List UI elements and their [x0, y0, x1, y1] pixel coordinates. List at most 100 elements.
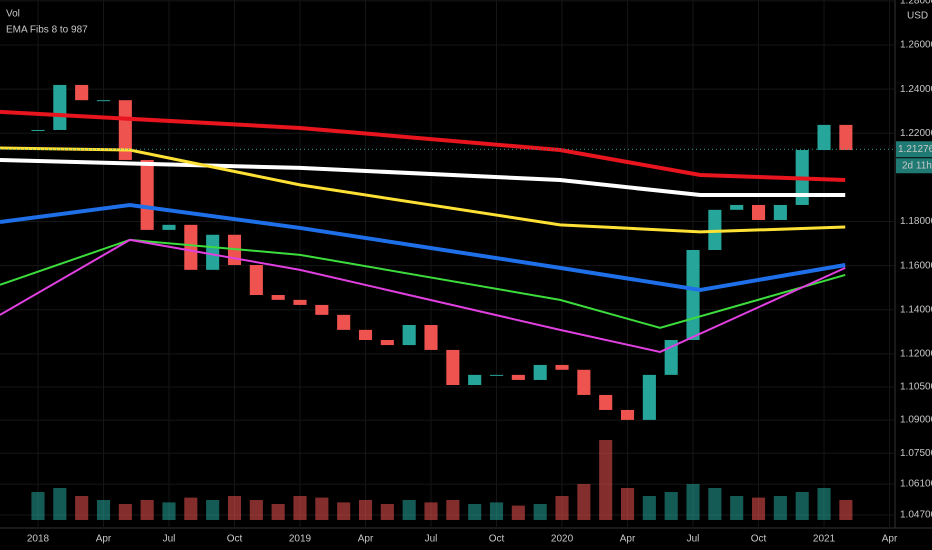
- candle: [293, 299, 307, 305]
- candle: [206, 234, 220, 270]
- candle: [75, 84, 89, 101]
- last-price: 1.21276: [898, 144, 932, 155]
- volume-bar: [686, 484, 700, 520]
- y-tick-label: 1.18000: [900, 216, 932, 227]
- y-tick-label: 1.10500: [900, 382, 932, 393]
- volume-bar: [489, 502, 504, 520]
- volume-bar: [96, 500, 111, 520]
- volume-bar: [468, 504, 482, 520]
- volume-bar: [708, 488, 722, 520]
- candle: [140, 159, 154, 230]
- x-tick-label: Oct: [751, 534, 767, 545]
- x-tick-label: Apr: [358, 534, 374, 545]
- volume-bar: [271, 504, 285, 520]
- x-tick-label: 2021: [813, 534, 836, 545]
- volume-bar: [402, 500, 416, 520]
- x-tick-label: Jul: [163, 534, 176, 545]
- candle: [184, 224, 198, 270]
- x-tick-label: Jul: [687, 534, 700, 545]
- candle: [839, 124, 853, 151]
- candle: [271, 295, 285, 300]
- candle: [686, 249, 700, 341]
- x-tick-label: Apr: [882, 534, 898, 545]
- candle: [118, 100, 132, 160]
- candle: [315, 304, 329, 315]
- y-tick-label: 1.09000: [900, 415, 932, 426]
- candle: [489, 374, 504, 376]
- volume-bar: [118, 504, 132, 520]
- volume-bar: [315, 497, 329, 520]
- volume-bar: [206, 500, 220, 520]
- y-tick-label: 1.07500: [900, 448, 932, 459]
- volume-bar: [795, 492, 809, 520]
- x-tick-label: 2018: [27, 534, 50, 545]
- candle: [533, 364, 547, 380]
- volume-bar: [380, 504, 394, 520]
- candle: [402, 325, 416, 346]
- candle: [249, 264, 263, 296]
- candle: [468, 374, 482, 386]
- candle: [380, 340, 394, 346]
- volume-bar: [533, 504, 547, 520]
- candle: [555, 364, 569, 370]
- x-tick-label: 2019: [289, 534, 312, 545]
- volume-bar: [773, 496, 787, 520]
- volume-bar: [227, 496, 242, 520]
- indicator-label: EMA Fibs 8 to 987: [6, 25, 88, 36]
- volume-bar: [555, 496, 569, 520]
- candle: [577, 369, 591, 395]
- volume-bar: [577, 484, 591, 520]
- candle: [620, 409, 635, 420]
- candle: [817, 124, 831, 151]
- volume-bar: [293, 496, 307, 520]
- x-tick-label: Oct: [489, 534, 505, 545]
- candle: [96, 100, 111, 102]
- x-tick-label: Jul: [425, 534, 438, 545]
- volume-bar: [511, 505, 525, 520]
- candle: [53, 84, 67, 130]
- candle: [424, 325, 438, 350]
- volume-bar: [642, 496, 656, 520]
- volume-label: Vol: [6, 9, 20, 20]
- x-tick-label: 2020: [551, 534, 574, 545]
- y-tick-label: 1.16000: [900, 260, 932, 271]
- volume-bar: [817, 488, 831, 520]
- volume-bar: [446, 500, 460, 520]
- y-tick-label: 1.28000: [900, 0, 932, 7]
- y-tick-label: 1.22000: [900, 128, 932, 139]
- volume-bar: [730, 496, 744, 520]
- ema-line: [0, 238, 846, 353]
- candle: [358, 329, 373, 341]
- x-tick-label: Apr: [96, 534, 112, 545]
- volume-bar: [249, 500, 263, 520]
- volume-bar: [599, 440, 613, 520]
- y-tick-label: 1.14000: [900, 304, 932, 315]
- volume-bar: [53, 488, 67, 520]
- ema-line: [0, 202, 846, 292]
- candle: [751, 204, 766, 220]
- y-tick-label: 1.04700: [900, 510, 932, 521]
- countdown: 2d 11h: [902, 160, 932, 171]
- last-price-box: [896, 141, 932, 158]
- candle: [773, 204, 787, 220]
- volume-bar: [839, 500, 853, 520]
- volume-bar: [664, 492, 678, 520]
- currency: USD: [907, 11, 928, 22]
- candle: [446, 349, 460, 386]
- countdown-box: [896, 158, 932, 174]
- candle: [337, 314, 351, 330]
- y-tick-label: 1.26000: [900, 40, 932, 51]
- volume-bar: [31, 492, 45, 520]
- y-tick-label: 1.24000: [900, 84, 932, 95]
- ema-line: [0, 238, 846, 329]
- ema-line: [0, 109, 846, 183]
- volume-bar: [162, 502, 176, 520]
- volume-bar: [75, 496, 89, 520]
- candle: [730, 204, 744, 210]
- candle: [599, 394, 613, 410]
- candle: [642, 374, 656, 420]
- volume-bar: [751, 497, 766, 520]
- volume-bar: [140, 500, 154, 520]
- volume-bar: [184, 497, 198, 520]
